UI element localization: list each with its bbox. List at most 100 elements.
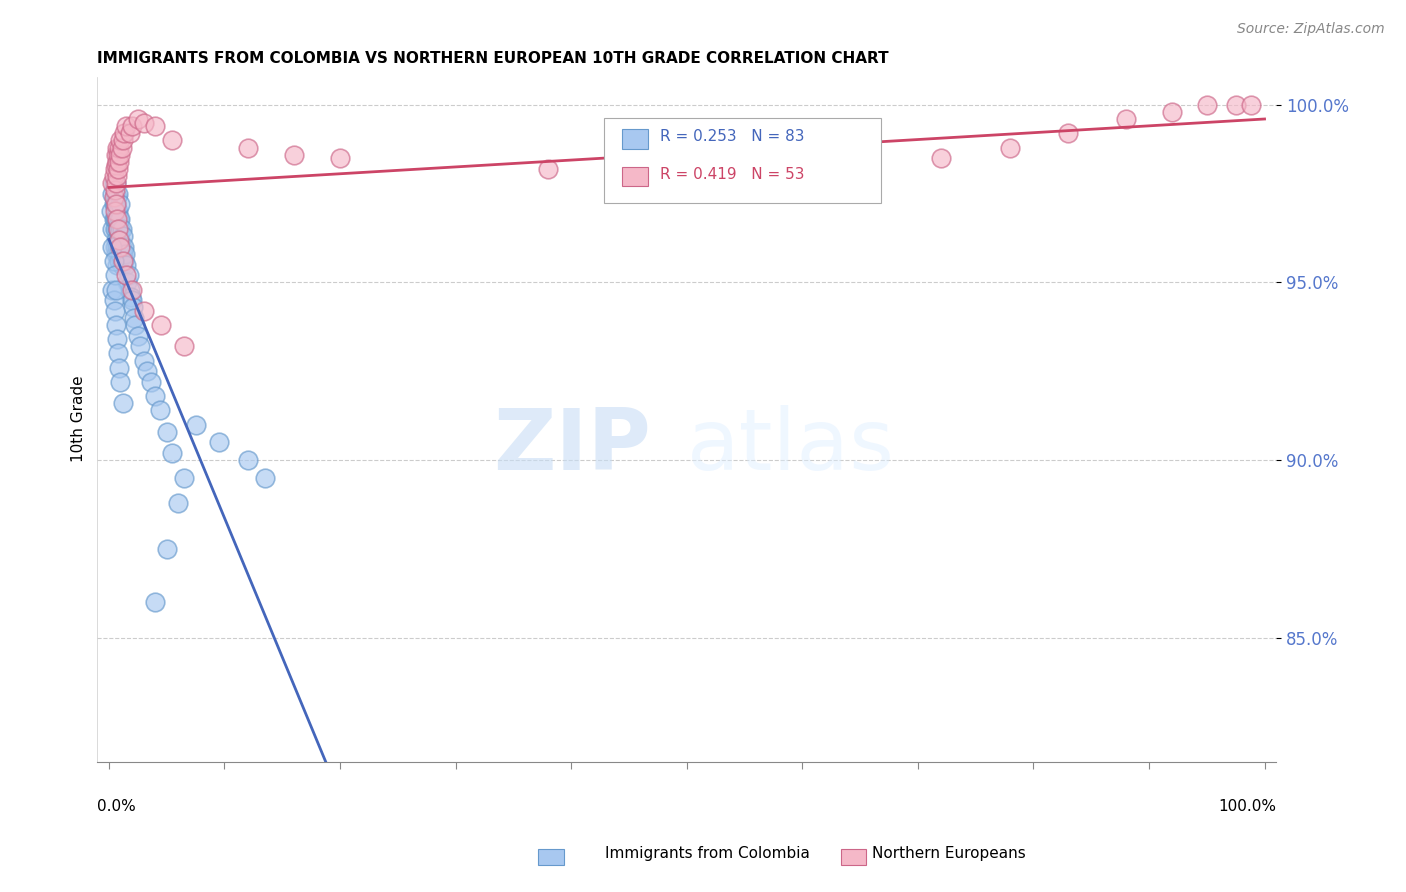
Point [104,283,127,297]
Point [104,183,127,197]
Point [103,211,125,226]
Point [115,120,138,134]
Point [537,161,560,176]
Point [149,403,172,417]
Point [107,233,129,247]
Point [132,304,155,318]
Point [104,318,127,332]
Point [107,161,129,176]
Text: 0.0%: 0.0% [97,799,136,814]
Point [104,240,127,254]
Point [112,240,135,254]
Point [105,140,128,154]
Point [110,197,132,211]
Point [104,197,127,211]
Point [110,147,132,161]
Point [100,204,122,219]
Point [107,346,129,360]
Point [105,211,128,226]
Point [118,283,141,297]
Point [127,328,149,343]
Point [108,360,131,375]
Point [329,151,352,165]
Point [132,353,155,368]
Point [112,254,135,268]
Point [253,471,276,485]
Point [111,133,134,147]
Point [103,169,125,183]
Point [173,471,195,485]
Point [115,258,138,272]
Point [110,247,132,261]
Point [110,240,132,254]
Point [236,140,259,154]
Point [105,204,128,219]
Point [111,396,134,410]
Point [108,211,131,226]
Point [104,247,127,261]
Point [149,318,172,332]
Point [101,283,124,297]
Point [162,446,184,460]
Point [108,240,131,254]
Point [112,127,135,141]
Point [103,190,125,204]
Point [139,375,162,389]
Point [108,254,131,268]
Point [121,120,143,134]
Point [103,197,125,211]
Point [236,453,259,467]
Point [132,116,155,130]
Point [105,154,128,169]
Point [745,169,768,183]
Point [104,304,127,318]
Point [105,240,128,254]
Point [124,310,146,325]
Point [120,290,142,304]
Point [1057,127,1080,141]
Point [127,112,149,127]
Point [107,186,129,201]
Point [143,595,166,609]
Text: R = 0.419   N = 53: R = 0.419 N = 53 [659,167,804,182]
Text: Northern Europeans: Northern Europeans [872,847,1025,861]
Point [111,247,134,261]
Point [104,211,127,226]
FancyBboxPatch shape [605,118,882,203]
Point [184,417,207,432]
Point [101,240,124,254]
Point [1240,98,1263,112]
Point [105,211,128,226]
Point [104,176,127,190]
Y-axis label: 10th Grade: 10th Grade [72,376,86,462]
Point [110,133,132,147]
Point [107,204,129,219]
Point [107,247,129,261]
Point [104,211,127,226]
Point [111,258,134,272]
Point [104,186,127,201]
Point [107,147,129,161]
Point [173,339,195,353]
Point [121,293,143,308]
Bar [621,129,648,148]
Point [156,425,179,439]
Point [108,154,131,169]
Point [105,222,128,236]
Point [117,276,139,290]
Point [114,247,136,261]
Point [101,186,124,201]
Text: 100.0%: 100.0% [1218,799,1277,814]
Point [101,222,124,236]
Point [105,190,128,204]
Point [162,133,184,147]
Point [103,254,125,268]
Text: R = 0.253   N = 83: R = 0.253 N = 83 [659,128,804,144]
Text: ZIP: ZIP [494,405,651,488]
Point [108,233,131,247]
Point [111,254,134,268]
Point [101,176,124,190]
Point [121,283,143,297]
Point [1161,105,1184,120]
Text: Immigrants from Colombia: Immigrants from Colombia [605,847,810,861]
